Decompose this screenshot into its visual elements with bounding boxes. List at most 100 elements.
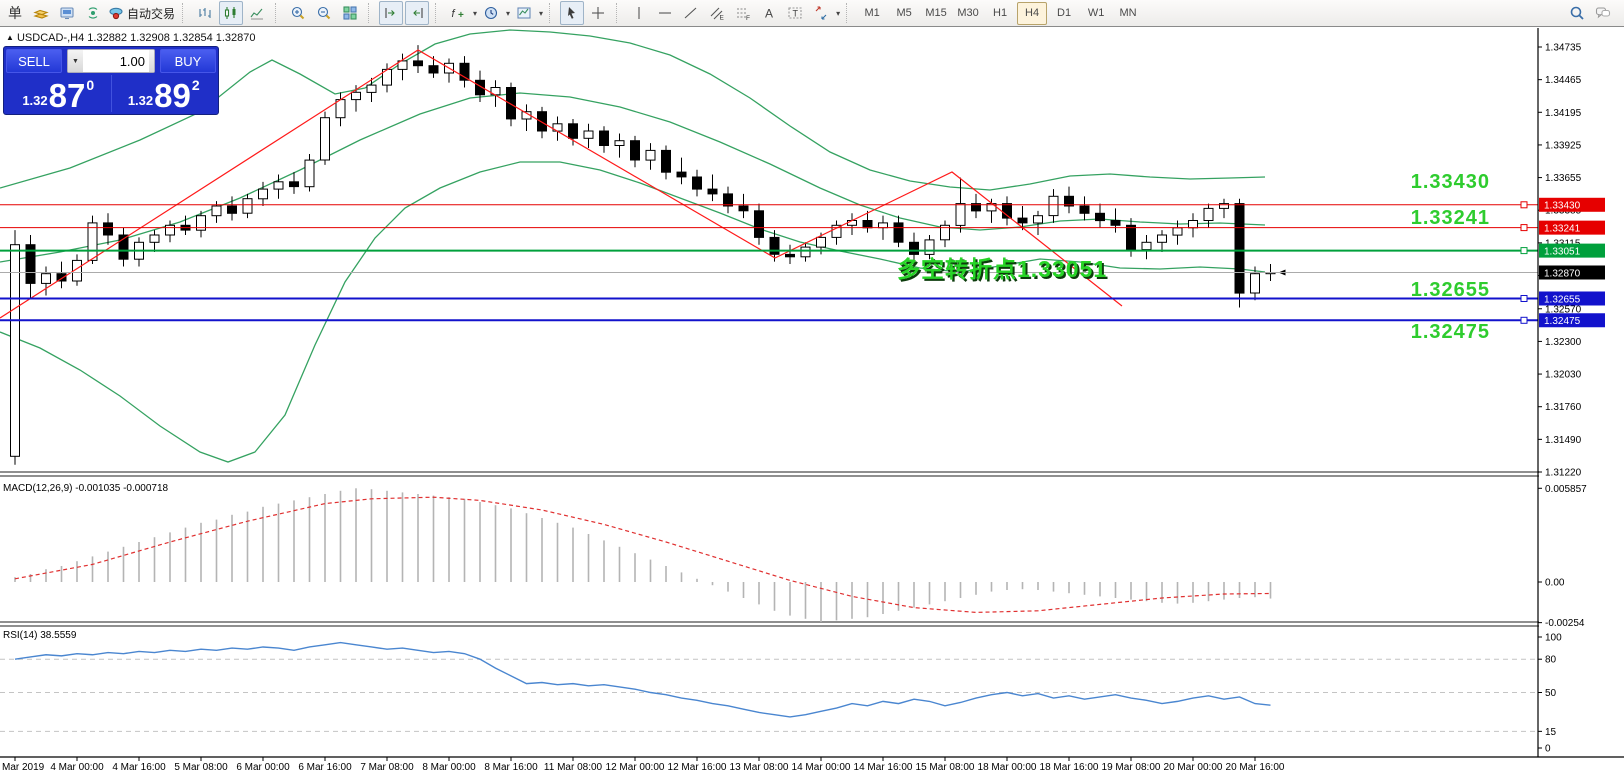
autotrade-button[interactable]: 自动交易 <box>107 1 176 25</box>
text-button[interactable]: A <box>757 1 781 25</box>
line-chart-button[interactable] <box>245 1 269 25</box>
sell-price[interactable]: 1.32 87 0 <box>6 75 112 112</box>
volume-input[interactable] <box>83 50 149 72</box>
zoom-in-button[interactable] <box>286 1 310 25</box>
price-tick-label: 1.33925 <box>1545 140 1582 151</box>
buy-button[interactable]: BUY <box>160 49 216 73</box>
candle <box>258 188 268 200</box>
toolbar-separator <box>549 3 555 23</box>
bar-chart-button[interactable] <box>193 1 217 25</box>
macd-label: MACD(12,26,9) -0.001035 -0.000718 <box>3 483 169 494</box>
equidistant-channel-button[interactable]: E <box>705 1 729 25</box>
candle <box>1219 203 1229 209</box>
search-button[interactable] <box>1565 1 1589 25</box>
periods-button-caret-icon[interactable]: ▾ <box>506 8 511 18</box>
macd-signal-line[interactable] <box>14 496 1271 614</box>
timeframe-m1-button[interactable]: M1 <box>864 7 880 19</box>
signals-button[interactable] <box>81 1 105 25</box>
zoomout-glyph <box>317 6 331 20</box>
candles-glyph <box>224 7 236 19</box>
timeframe-d1-button[interactable]: D1 <box>1057 7 1072 19</box>
candle <box>56 273 67 282</box>
text-label-button[interactable]: T <box>783 1 807 25</box>
hline-marker[interactable] <box>1520 224 1528 232</box>
arrows-button-caret-icon[interactable]: ▾ <box>836 8 841 18</box>
search-glyph <box>1570 6 1584 20</box>
time-tick-label: 6 Mar 00:00 <box>236 762 290 773</box>
indicators-button-caret-icon[interactable]: ▾ <box>473 8 478 18</box>
candle <box>537 111 547 132</box>
price-level-label-1.32655[interactable]: 1.32655 <box>1410 279 1490 301</box>
rsi-line[interactable] <box>14 641 1271 718</box>
cursor-button[interactable] <box>560 1 585 25</box>
tile-windows-button[interactable] <box>338 1 362 25</box>
turning-point-annotation[interactable]: 多空转折点1.33051 <box>897 256 1108 282</box>
price-level-label-1.33241[interactable]: 1.33241 <box>1410 207 1490 229</box>
terminal-button[interactable] <box>55 1 79 25</box>
buy-price[interactable]: 1.32 89 2 <box>127 77 200 114</box>
trendline-button[interactable] <box>679 1 703 25</box>
candle <box>428 65 439 74</box>
candle <box>831 224 842 238</box>
price-tag-1.33051 <box>1539 243 1605 258</box>
candle <box>320 117 330 161</box>
hline-marker[interactable] <box>1520 316 1528 324</box>
timeframe-mn-button[interactable]: MN <box>1119 7 1137 19</box>
vertical-line-button[interactable] <box>627 1 651 25</box>
bollinger-middle-band[interactable] <box>0 92 1266 263</box>
vline-glyph <box>638 7 640 19</box>
chat-button[interactable] <box>1591 1 1615 25</box>
bollinger-lower-band[interactable] <box>0 161 1266 463</box>
volume-increase-button[interactable]: ▲ <box>149 50 154 72</box>
hline-marker[interactable] <box>1520 295 1528 302</box>
price-tag-1.32870 <box>1539 265 1605 280</box>
periods-button[interactable] <box>479 1 503 25</box>
candle <box>103 222 113 236</box>
textA-glyph: A <box>765 7 773 21</box>
candle <box>738 205 749 212</box>
collapse-triangle-icon[interactable]: ▲ <box>6 33 14 42</box>
time-tick-label: 8 Mar 16:00 <box>484 762 538 773</box>
zoom-out-button[interactable] <box>312 1 336 25</box>
candle <box>816 236 826 248</box>
candle <box>506 87 516 120</box>
candle <box>800 246 811 258</box>
bollinger-upper-band[interactable] <box>0 29 1266 191</box>
market-watch-button[interactable] <box>29 1 53 25</box>
timeframe-h1-button[interactable]: H1 <box>993 7 1008 19</box>
timeframe-h4-button[interactable]: H4 <box>1017 1 1048 25</box>
volume-decrease-button[interactable]: ▼ <box>68 50 83 72</box>
new-order-button[interactable]: 单 <box>3 1 27 25</box>
toolbar-separator <box>846 3 852 23</box>
templates-button-caret-icon[interactable]: ▾ <box>539 8 544 18</box>
price-tick-label: 1.32030 <box>1545 370 1582 381</box>
zigzag-line[interactable] <box>0 49 1123 319</box>
templates-button[interactable] <box>512 1 536 25</box>
sell-button[interactable]: SELL <box>6 49 62 73</box>
chart-shift-button[interactable] <box>405 1 430 25</box>
main-toolbar: 单 自动交易 f + ▾ ▾ ▾ E F A T ▾ M1 M5 M15 M30 H1 H4 D1 W1 MN <box>0 0 1624 27</box>
time-tick-label: 4 Mar 16:00 <box>112 762 166 773</box>
candle <box>25 244 36 284</box>
hline-marker[interactable] <box>1520 201 1528 209</box>
timeframe-m15-button[interactable]: M15 <box>925 7 947 19</box>
horizontal-line-button[interactable] <box>653 1 677 25</box>
timeframe-m30-button[interactable]: M30 <box>957 7 979 19</box>
svg-text:A: A <box>765 7 773 21</box>
candle <box>273 181 284 190</box>
autoscroll-glyph <box>385 8 395 18</box>
arrows-button[interactable] <box>809 1 833 25</box>
price-tag-1.32475 <box>1539 313 1605 328</box>
auto-scroll-button[interactable] <box>379 1 404 25</box>
candlestick-chart-button[interactable] <box>219 1 244 25</box>
new-order-button-icon: 单 <box>8 5 22 21</box>
price-level-label-1.32475[interactable]: 1.32475 <box>1410 321 1490 343</box>
timeframe-w1-button[interactable]: W1 <box>1087 7 1105 19</box>
crosshair-button[interactable] <box>586 1 610 25</box>
hline-marker[interactable] <box>1520 247 1528 255</box>
timeframe-m5-button[interactable]: M5 <box>896 7 912 19</box>
indicators-button[interactable]: f + <box>446 1 470 25</box>
price-level-label-1.33430[interactable]: 1.33430 <box>1410 171 1490 193</box>
fibonacci-button[interactable]: F <box>731 1 755 25</box>
